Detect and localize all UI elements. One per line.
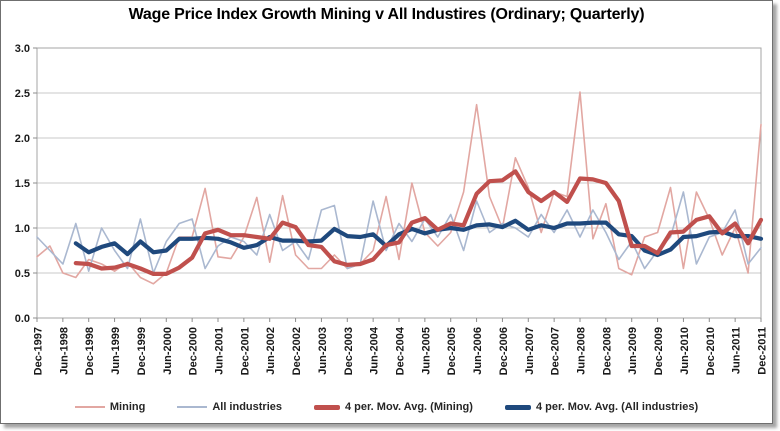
x-axis-label: Dec-2003 <box>343 327 355 375</box>
x-axis-label: Jun-2003 <box>317 327 329 375</box>
legend-item-4-per-mov-avg-mining-: 4 per. Mov. Avg. (Mining) <box>314 401 473 413</box>
x-axis-label: Jun-2004 <box>369 326 381 375</box>
legend-line-swatch <box>314 404 340 410</box>
x-axis-label: Dec-2000 <box>188 327 200 375</box>
legend-line-swatch <box>177 406 208 408</box>
x-axis-label: Jun-2005 <box>420 327 432 375</box>
y-axis-label: 3.0 <box>15 43 30 55</box>
x-axis-label: Jun-2008 <box>576 327 588 375</box>
x-axis-label: Jun-1998 <box>58 327 70 375</box>
legend-label: 4 per. Mov. Avg. (Mining) <box>345 401 473 413</box>
legend-label: 4 per. Mov. Avg. (All industries) <box>535 401 699 413</box>
y-axis-label: 1.0 <box>15 223 30 235</box>
x-axis-label: Jun-2010 <box>679 327 691 375</box>
x-axis-label: Dec-2004 <box>395 326 407 375</box>
x-axis-label: Dec-1999 <box>136 327 148 375</box>
y-axis-label: 0.5 <box>15 268 30 280</box>
x-axis-label: Dec-2001 <box>239 327 251 375</box>
plot-area: 0.0 0.5 1.0 1.5 2.0 2.5 3.0 Dec-1997 Jun-1998 Dec… <box>15 43 769 375</box>
x-axis-label: Dec-2010 <box>705 327 717 375</box>
x-axis-label: Dec-1997 <box>33 327 45 375</box>
x-axis-label: Dec-2005 <box>446 327 458 375</box>
legend-label: All industries <box>212 401 282 413</box>
series-line-mining <box>36 91 762 285</box>
x-axis-label: Dec-2007 <box>550 327 562 375</box>
x-axis-label: Jun-2002 <box>265 327 277 375</box>
legend-item-4-per-mov-avg-all-industries-: 4 per. Mov. Avg. (All industries) <box>504 401 699 413</box>
series-line-4-per-mov-avg-all-industries- <box>73 218 764 258</box>
series-line-4-per-mov-avg-mining- <box>73 169 764 276</box>
x-axis-label: Jun-2001 <box>214 327 226 375</box>
y-axis-label: 2.0 <box>15 133 30 145</box>
chart-frame: 0.0 0.5 1.0 1.5 2.0 2.5 3.0 Dec-1997 Jun-1998 Dec… <box>0 0 773 424</box>
legend-item-all-industries: All industries <box>177 401 282 413</box>
x-axis-label: Jun-2009 <box>627 327 639 375</box>
x-axis-label: Jun-2007 <box>524 327 536 375</box>
x-axis-label: Dec-1998 <box>84 327 96 375</box>
legend-label: Mining <box>109 401 146 413</box>
series-line-all-industries <box>36 191 762 274</box>
legend-line-swatch <box>74 406 105 408</box>
chart-legend: Mining All industries 4 per. Mov. Avg. (Mi… <box>1 396 772 418</box>
legend-line-swatch <box>504 404 531 410</box>
x-axis-label: Dec-2008 <box>601 327 613 375</box>
y-axis-label: 0.0 <box>15 313 30 325</box>
y-axis-label: 1.5 <box>15 178 30 190</box>
x-axis-label: Dec-2011 <box>757 327 769 375</box>
x-axis-label: Jun-1999 <box>110 327 122 375</box>
x-axis-label: Jun-2000 <box>162 327 174 375</box>
x-axis-label: Jun-2011 <box>731 327 743 374</box>
legend-item-mining: Mining <box>74 401 146 413</box>
y-axis-label: 2.5 <box>15 88 30 100</box>
x-axis-label: Dec-2002 <box>291 327 303 375</box>
x-axis-label: Dec-2006 <box>498 327 510 375</box>
x-axis-label: Dec-2009 <box>653 327 665 375</box>
chart-title: Wage Price Index Growth Mining v All Ind… <box>128 6 645 23</box>
x-axis-label: Jun-2006 <box>472 327 484 375</box>
